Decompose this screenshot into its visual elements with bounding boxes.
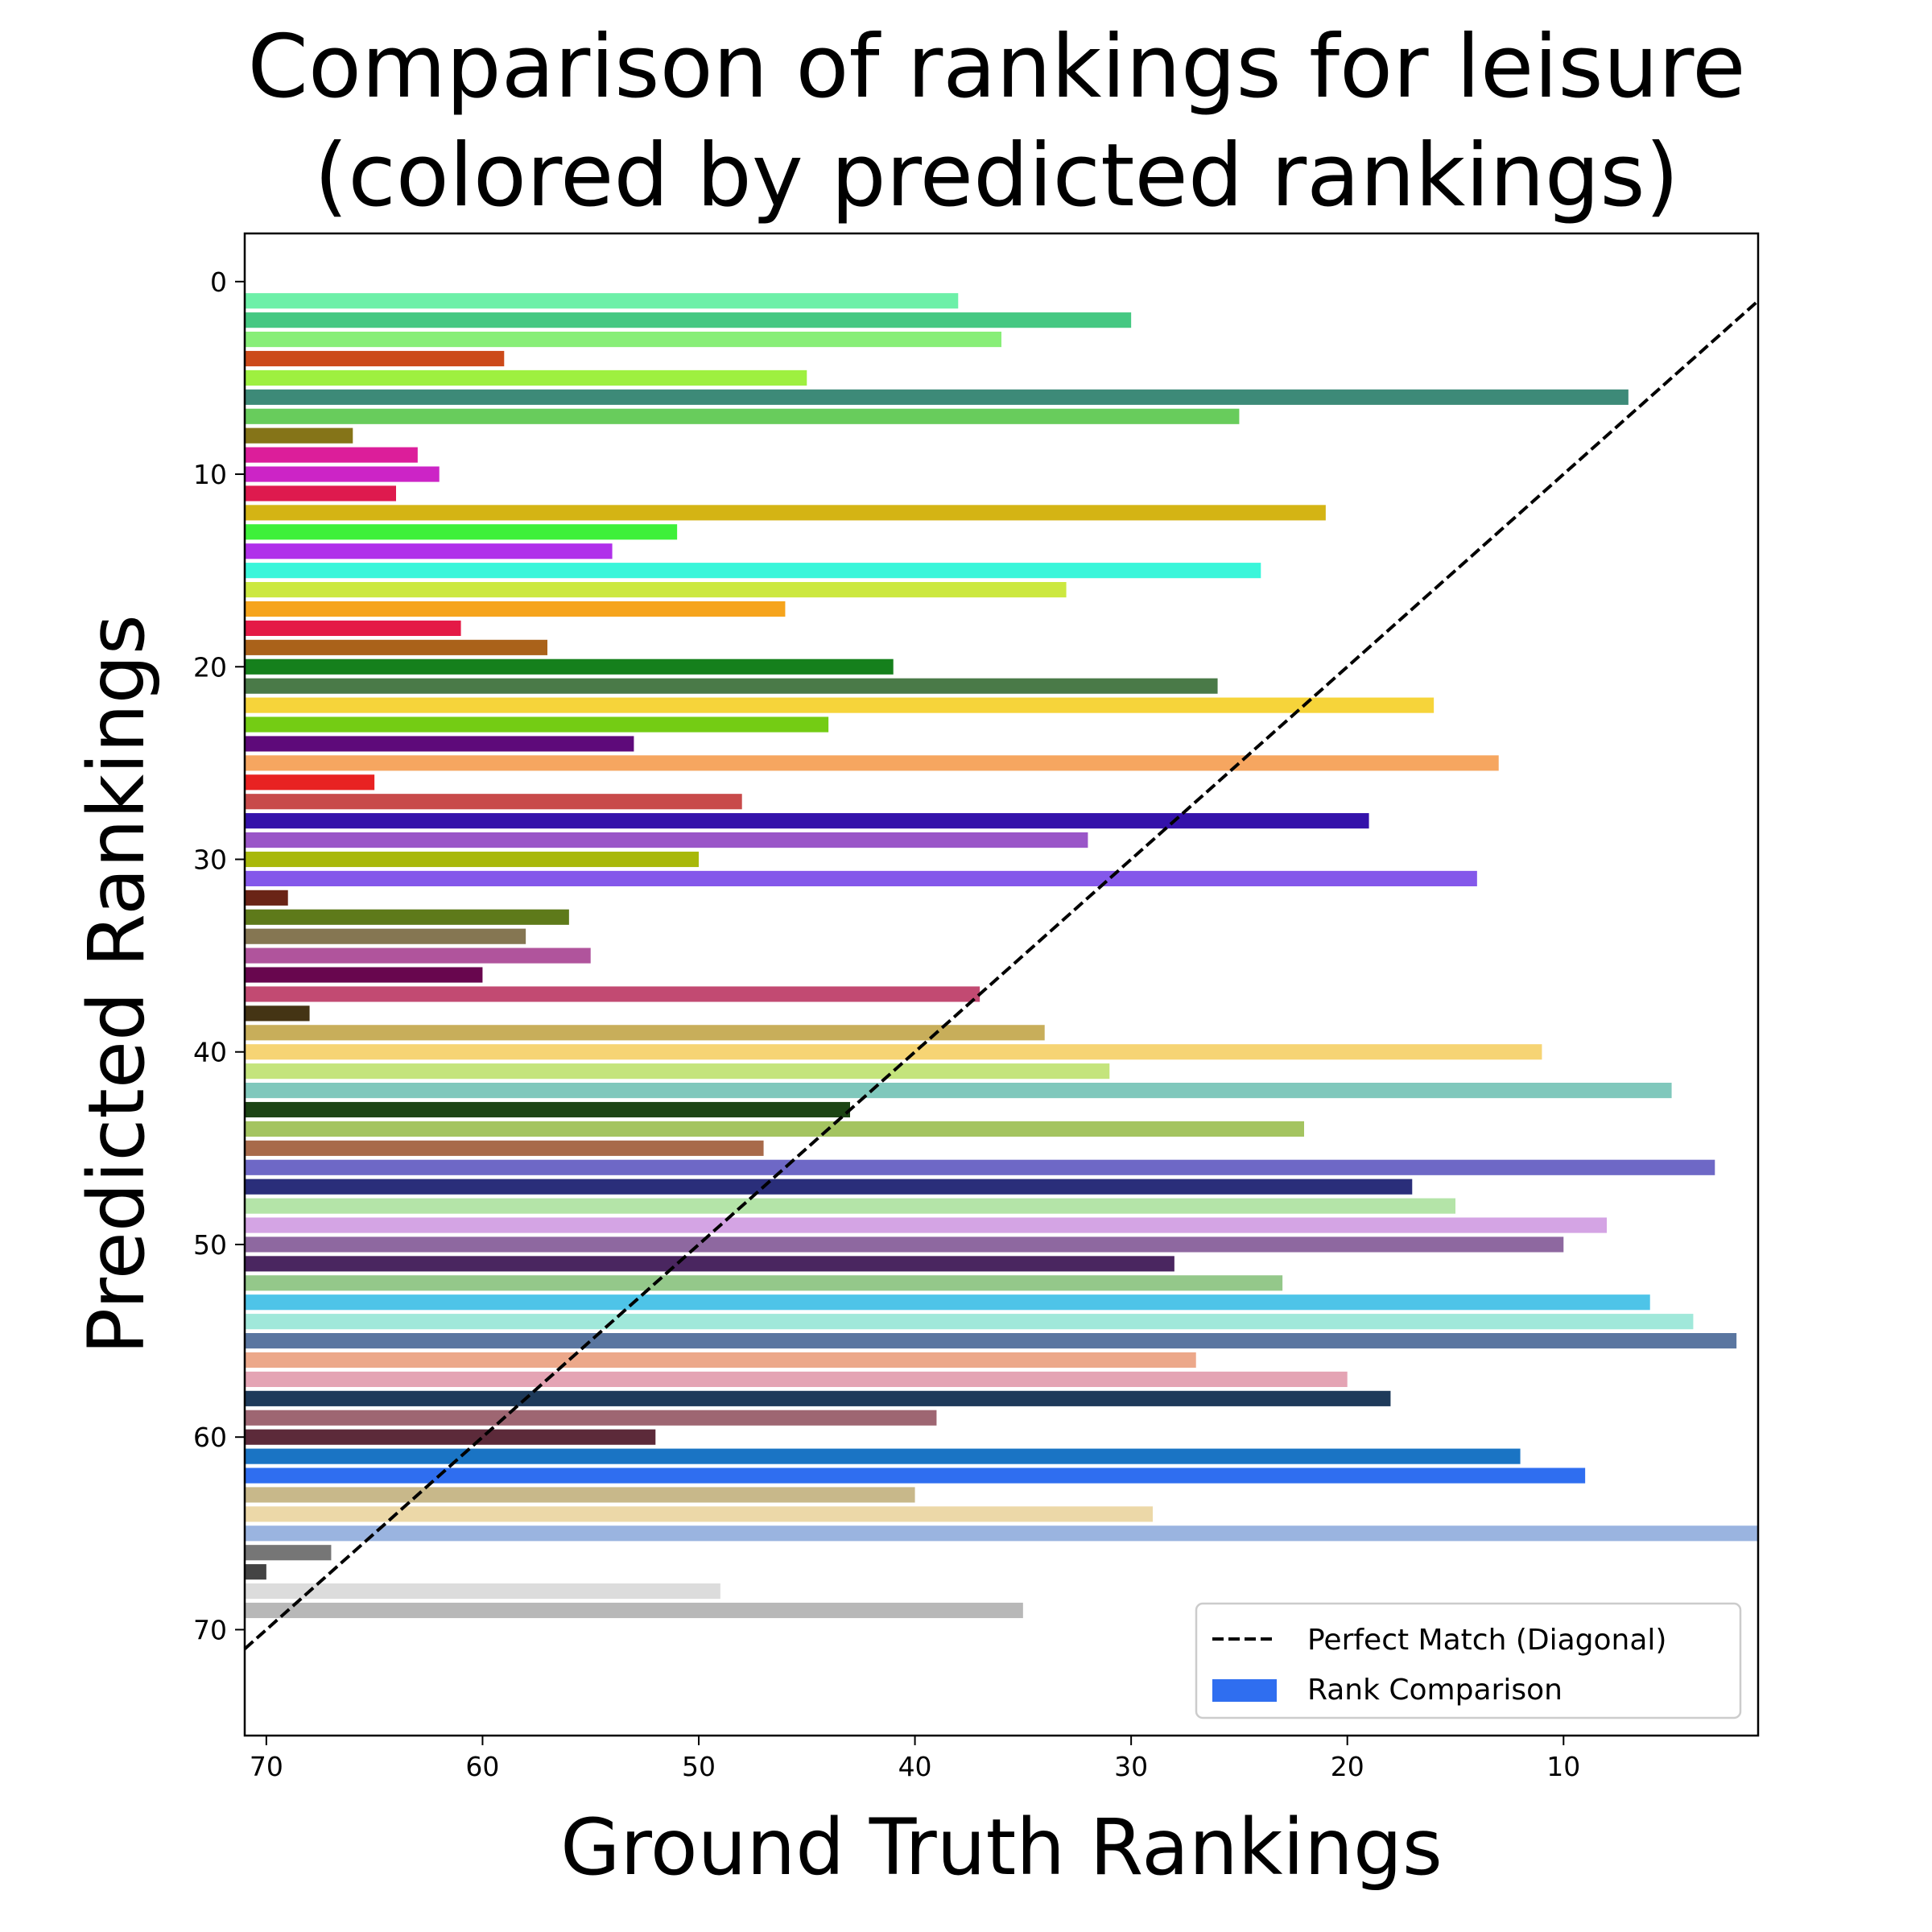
y-tick-label: 60 [193,1422,227,1453]
legend-box [1195,1602,1742,1719]
bar-predicted-7 [245,408,1240,424]
bar-predicted-12 [245,505,1326,521]
x-tick-label: 50 [682,1751,716,1782]
bar-predicted-43 [245,1101,850,1118]
y-tick-label: 20 [193,651,227,683]
bar-predicted-14 [245,543,613,559]
x-axis-ticks: 70 60 50 40 30 20 10 [250,1736,1580,1782]
bar-predicted-50 [245,1236,1564,1253]
y-tick-label: 70 [193,1614,227,1645]
bar-predicted-29 [245,832,1088,848]
bar-predicted-59 [245,1410,937,1426]
bar-predicted-33 [245,909,569,925]
bar-predicted-4 [245,350,505,367]
bar-predicted-37 [245,986,980,1002]
bar-predicted-69 [245,1602,1023,1619]
bar-predicted-47 [245,1179,1413,1195]
bar-predicted-60 [245,1429,656,1445]
y-axis-label: Predicted Rankings [72,614,162,1355]
bar-predicted-34 [245,928,526,944]
bar-predicted-62 [245,1468,1586,1484]
bar-predicted-54 [245,1314,1694,1330]
bar-predicted-24 [245,736,634,752]
legend-rank-swatch [1212,1679,1277,1702]
bar-predicted-21 [245,678,1218,694]
bar-predicted-2 [245,312,1132,328]
bar-predicted-20 [245,658,894,675]
x-tick-label: 70 [250,1751,283,1782]
y-tick-label: 50 [193,1229,227,1261]
bars-group [245,293,1758,1619]
bar-predicted-17 [245,601,786,617]
bar-predicted-26 [245,774,375,791]
bar-predicted-6 [245,389,1629,405]
bar-predicted-48 [245,1198,1455,1214]
bar-predicted-57 [245,1371,1348,1387]
bar-predicted-25 [245,755,1499,771]
bar-predicted-63 [245,1487,915,1503]
legend-label-diagonal: Perfect Match (Diagonal) [1307,1624,1666,1657]
bar-predicted-22 [245,697,1435,713]
bar-predicted-55 [245,1333,1737,1349]
y-tick-label: 40 [193,1037,227,1068]
bar-predicted-18 [245,620,461,636]
bar-predicted-67 [245,1564,266,1580]
bar-predicted-1 [245,293,959,309]
bar-predicted-58 [245,1390,1391,1406]
bar-predicted-39 [245,1025,1045,1041]
bar-predicted-38 [245,1005,310,1022]
bar-predicted-66 [245,1545,332,1561]
bar-predicted-16 [245,582,1067,598]
legend: Perfect Match (Diagonal) Rank Comparison [1195,1602,1742,1719]
bar-predicted-32 [245,890,288,906]
x-axis-label: Ground Truth Rankings [560,1802,1443,1893]
x-tick-label: 60 [465,1751,499,1782]
y-tick-label: 30 [193,844,227,876]
bar-predicted-11 [245,485,396,502]
y-tick-label: 0 [210,266,227,298]
x-tick-label: 30 [1114,1751,1148,1782]
bar-predicted-68 [245,1583,720,1600]
bar-predicted-27 [245,794,742,810]
bar-predicted-64 [245,1506,1153,1522]
bar-predicted-35 [245,947,591,964]
x-tick-label: 10 [1546,1751,1580,1782]
bar-predicted-61 [245,1448,1521,1464]
bar-predicted-30 [245,851,699,868]
bar-predicted-10 [245,466,440,482]
bar-predicted-31 [245,870,1477,886]
bar-predicted-65 [245,1525,1758,1542]
bar-predicted-23 [245,716,829,733]
chart-title-line-2: (colored by predicted rankings) [314,126,1678,226]
bar-predicted-40 [245,1044,1542,1060]
bar-predicted-13 [245,524,678,540]
x-tick-label: 20 [1331,1751,1364,1782]
bar-predicted-9 [245,447,418,463]
bar-predicted-44 [245,1121,1304,1137]
bar-predicted-56 [245,1352,1196,1368]
bar-predicted-36 [245,967,483,983]
bar-predicted-15 [245,563,1261,579]
y-tick-label: 10 [193,459,227,490]
bar-predicted-52 [245,1275,1283,1291]
bar-predicted-42 [245,1083,1672,1099]
legend-label-rank: Rank Comparison [1307,1674,1563,1707]
chart-title-line-1: Comparison of rankings for leisure [247,17,1745,118]
bar-predicted-51 [245,1256,1174,1272]
bar-predicted-28 [245,813,1369,829]
bar-predicted-3 [245,332,1001,348]
bar-predicted-5 [245,369,807,386]
y-axis-ticks: 0 10 20 30 40 50 60 70 [193,266,245,1645]
x-tick-label: 40 [898,1751,932,1782]
bar-predicted-49 [245,1217,1607,1233]
bar-predicted-19 [245,639,547,655]
bar-predicted-41 [245,1063,1110,1080]
bar-predicted-45 [245,1140,764,1156]
plot-frame [243,232,1760,1737]
bar-predicted-8 [245,427,353,444]
bar-predicted-46 [245,1159,1715,1175]
bar-predicted-53 [245,1294,1650,1311]
